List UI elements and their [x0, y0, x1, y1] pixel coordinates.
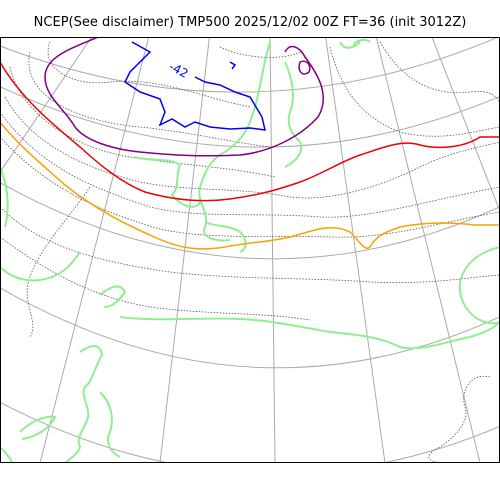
isotherm: [329, 46, 500, 137]
isotherm: [0, 111, 500, 218]
coastlines: [0, 38, 500, 463]
meridian: [325, 37, 386, 463]
coastline: [0, 251, 81, 282]
blue-isotherm: [124, 41, 266, 131]
latitude-circle: [0, 86, 500, 148]
latitude-circle: [0, 37, 500, 93]
isotherm: [26, 186, 91, 338]
purple-isotherm: [44, 37, 325, 157]
isotherm: [0, 206, 500, 284]
isotherm: [428, 375, 491, 463]
orange-isotherm: [0, 121, 500, 250]
meridian: [39, 37, 150, 463]
isotherm: [0, 136, 500, 238]
isotherm: [379, 41, 500, 108]
latitude-circle: [0, 401, 500, 463]
dotted-isotherms: [0, 41, 500, 463]
coastline: [339, 38, 371, 49]
coastline: [0, 446, 13, 463]
graticule: [0, 37, 500, 463]
coastline: [19, 415, 56, 440]
coastline: [204, 221, 247, 253]
coastline: [458, 246, 500, 325]
map-frame: [0, 37, 500, 463]
meridian: [431, 37, 500, 213]
coastline: [198, 41, 271, 242]
isotherm: [9, 66, 276, 178]
meridian: [0, 37, 93, 174]
contour-label: -42: [167, 59, 191, 81]
blue-isotherm-segment: [229, 61, 237, 70]
latitude-circle: [0, 287, 500, 369]
meridian: [375, 37, 481, 463]
coastline: [284, 61, 303, 168]
coastline: [65, 345, 103, 463]
coastline: [134, 156, 201, 208]
coastline: [99, 285, 126, 308]
meridian: [159, 37, 210, 463]
meridian: [269, 37, 276, 463]
coastline: [119, 316, 500, 350]
isotherm: [4, 96, 500, 199]
purple-isotherm-ring: [298, 60, 311, 75]
map-title: NCEP(See disclaimer) TMP500 2025/12/02 0…: [33, 15, 467, 30]
map-canvas: -42: [0, 37, 500, 463]
red-isotherm: [0, 61, 500, 202]
isotherm: [219, 46, 301, 58]
latitude-circle: [0, 181, 500, 260]
coastline: [0, 166, 9, 228]
coastline: [99, 391, 121, 458]
temperature-map: -42: [0, 37, 500, 463]
